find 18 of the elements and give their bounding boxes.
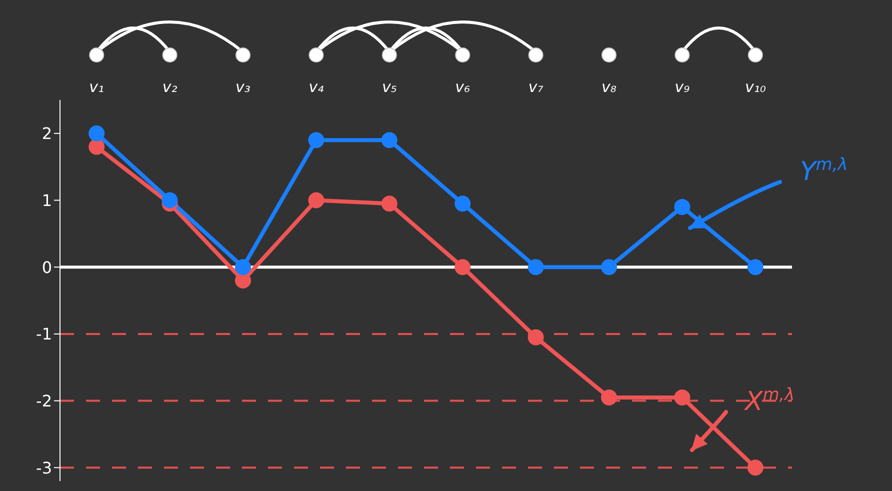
y-tick-label: 1 xyxy=(42,190,52,210)
y-tick-label: 0 xyxy=(42,258,52,277)
x-tick-label: v₈ xyxy=(602,78,616,96)
x-tick-label: v₂ xyxy=(162,78,178,96)
x-tick-label: v₆ xyxy=(455,78,470,96)
text: Y$^{m,λ}$ xyxy=(800,154,848,187)
x-tick-label: v₄ xyxy=(308,78,324,96)
y-tick-label: -2 xyxy=(36,391,52,410)
x-tick-label: v₉ xyxy=(674,78,690,96)
x-tick-label: v₁₀ xyxy=(744,78,766,96)
y-tick-label: -1 xyxy=(36,324,52,344)
x-tick-label: v₇ xyxy=(528,78,544,96)
x-tick-label: v₁ xyxy=(89,78,104,96)
series-label: X$^{m,λ}$ xyxy=(743,384,795,417)
x-tick-label: v₃ xyxy=(236,78,250,96)
x-tick-label: v₅ xyxy=(382,78,397,96)
y-tick-label: 2 xyxy=(42,124,52,144)
y-tick-label: -3 xyxy=(36,458,52,478)
